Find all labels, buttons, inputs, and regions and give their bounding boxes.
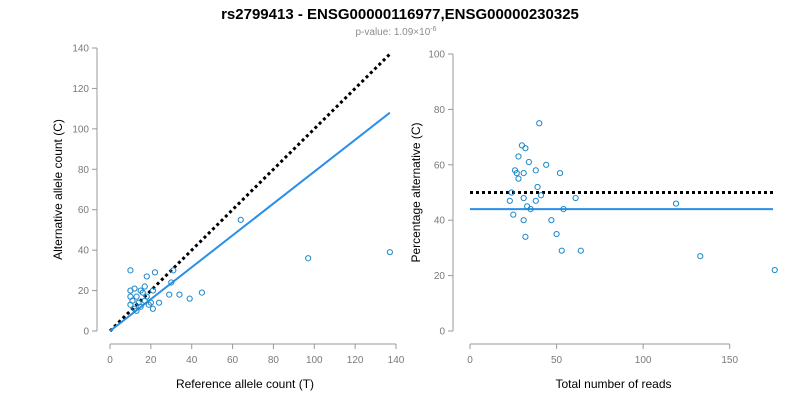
- left-x-tick-label: 80: [268, 355, 280, 366]
- right-data-point: [548, 217, 555, 224]
- right-data-point: [532, 167, 539, 174]
- right-scatter-panel: 0 50 100 150 0 20 40 60 80 100 Total number of rea…: [409, 50, 778, 391]
- right-y-tick-label: 100: [428, 50, 445, 61]
- right-data-point: [506, 197, 513, 204]
- right-data-point: [508, 189, 515, 196]
- left-x-axis-label: Reference allele count (T): [176, 377, 314, 391]
- right-data-point: [771, 266, 778, 274]
- right-data-point: [510, 211, 517, 218]
- left-data-point: [305, 255, 312, 262]
- left-data-point: [145, 301, 152, 308]
- left-data-point: [133, 307, 140, 314]
- left-data-point: [176, 291, 183, 298]
- right-data-point: [532, 197, 539, 204]
- left-data-point: [131, 305, 138, 312]
- left-y-tick-label: 20: [78, 286, 90, 297]
- left-data-point: [139, 289, 146, 296]
- left-x-tick-label: 140: [388, 355, 405, 366]
- right-data-point: [518, 142, 526, 149]
- left-data-point: [141, 283, 148, 290]
- left-data-point: [147, 299, 154, 306]
- right-y-tick-label: 60: [434, 160, 446, 171]
- left-y-tick-label: 0: [83, 327, 89, 338]
- left-y-tick-label: 80: [78, 165, 90, 176]
- left-x-tick-label: 60: [227, 355, 239, 366]
- left-x-tick-label: 100: [306, 355, 323, 366]
- left-x-tick-label: 40: [186, 355, 198, 366]
- left-data-point: [143, 273, 150, 280]
- right-y-tick-label: 40: [434, 216, 446, 227]
- right-x-tick-label: 150: [721, 355, 738, 366]
- left-y-tick-label: 100: [72, 124, 89, 135]
- left-data-point: [127, 301, 134, 308]
- right-data-point: [556, 170, 564, 177]
- right-data-point: [577, 247, 584, 254]
- right-data-point: [522, 233, 529, 240]
- right-x-axis-label: Total number of reads: [555, 377, 671, 391]
- chart-title: rs2799413 - ENSG00000116977,ENSG00000230…: [221, 6, 579, 23]
- left-x-tick-label: 20: [145, 355, 157, 366]
- right-data-point: [558, 247, 565, 254]
- left-y-axis-label: Alternative allele count (C): [51, 119, 65, 260]
- right-data-point: [672, 200, 680, 207]
- right-data-point: [560, 206, 567, 213]
- right-data-point: [534, 183, 541, 191]
- left-data-point: [166, 291, 173, 298]
- right-x-tick-label: 0: [467, 355, 473, 366]
- pvalue-exponent: -6: [430, 26, 436, 33]
- left-data-point: [131, 285, 138, 292]
- left-data-point: [170, 267, 177, 274]
- right-y-tick-label: 80: [434, 105, 446, 116]
- right-y-tick-label: 20: [434, 271, 446, 282]
- pvalue-subtitle: p-value: 1.09×10-6: [355, 26, 436, 38]
- right-data-point: [522, 145, 529, 152]
- right-data-point: [697, 253, 704, 260]
- left-data-point: [237, 216, 244, 223]
- left-data-point: [151, 269, 159, 276]
- right-data-point: [515, 175, 522, 182]
- right-data-point: [543, 161, 550, 168]
- right-y-axis-label: Percentage alternative (C): [409, 122, 423, 262]
- right-data-point: [515, 153, 522, 160]
- right-data-point: [520, 170, 527, 177]
- left-y-tick-label: 120: [72, 84, 89, 95]
- right-x-tick-label: 50: [551, 355, 563, 366]
- right-data-point: [536, 120, 543, 127]
- left-data-point: [149, 305, 156, 312]
- left-data-point: [386, 249, 393, 256]
- left-data-point: [168, 279, 175, 286]
- right-x-tick-label: 100: [635, 355, 652, 366]
- left-data-point: [186, 295, 193, 302]
- left-data-point: [155, 299, 163, 306]
- right-data-point: [520, 194, 527, 202]
- right-data-point: [520, 217, 527, 224]
- left-y-tick-label: 60: [78, 205, 90, 216]
- right-data-point: [527, 206, 534, 213]
- left-x-tick-label: 0: [107, 355, 113, 366]
- left-data-point: [137, 303, 144, 310]
- left-data-point: [198, 289, 206, 296]
- right-data-point: [553, 230, 560, 238]
- left-data-point: [127, 267, 134, 274]
- left-reference-line: [108, 52, 391, 333]
- pvalue-text: p-value: 1.09×10: [355, 27, 430, 38]
- right-data-point: [513, 170, 520, 177]
- left-y-tick-label: 140: [72, 44, 89, 55]
- left-scatter-panel: 0 20 40 60 80 100 120 140 0 20 40 60 80 100 120 140 Refe…: [51, 44, 405, 392]
- left-y-tick-label: 40: [78, 246, 90, 257]
- right-y-tick-label: 0: [439, 327, 445, 338]
- left-x-tick-label: 120: [347, 355, 364, 366]
- right-data-point: [525, 158, 532, 166]
- left-data-point: [149, 287, 156, 294]
- left-data-point: [133, 293, 140, 300]
- left-data-point: [137, 287, 144, 294]
- right-data-point: [572, 194, 579, 202]
- left-data-point: [143, 293, 150, 300]
- left-fit-line: [109, 111, 391, 332]
- right-data-point: [537, 192, 545, 199]
